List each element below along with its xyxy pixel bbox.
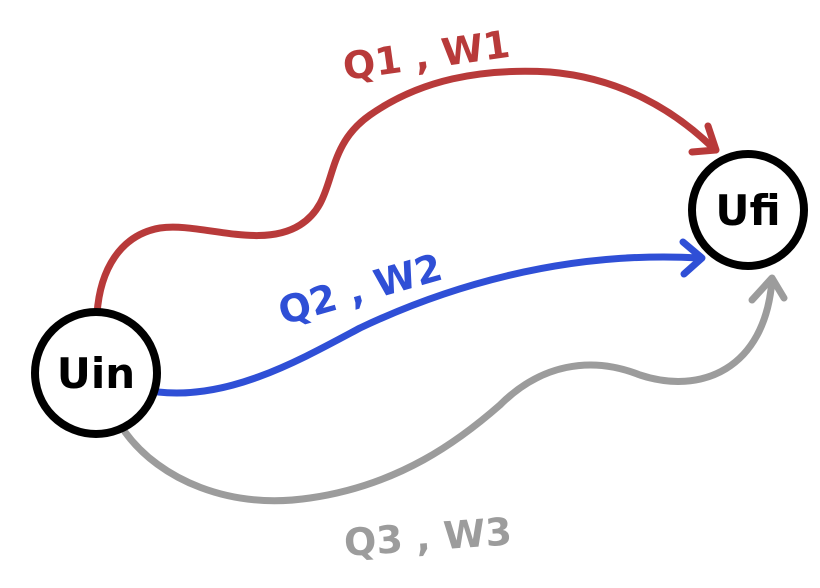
path-3-arrowhead [748, 274, 788, 304]
path-3-curve [121, 276, 776, 505]
path-3: Q3 , W3 [121, 274, 788, 565]
path-1-arrowhead [688, 122, 720, 156]
final-state-label: Ufi [715, 186, 780, 235]
final-state-node: Ufi [688, 150, 808, 270]
path-2-label: Q2 , W2 [273, 245, 447, 334]
initial-state-node: Uin [31, 308, 161, 438]
initial-state-label: Uin [57, 349, 135, 398]
path-1-curve [93, 67, 719, 318]
initial-state-circle [31, 308, 161, 438]
path-3-label: Q3 , W3 [343, 509, 514, 565]
path-2-curve [154, 253, 704, 397]
path-2-arrowhead [679, 238, 706, 278]
path-1-label: Q1 , W1 [340, 22, 512, 89]
final-state-circle [688, 150, 808, 270]
